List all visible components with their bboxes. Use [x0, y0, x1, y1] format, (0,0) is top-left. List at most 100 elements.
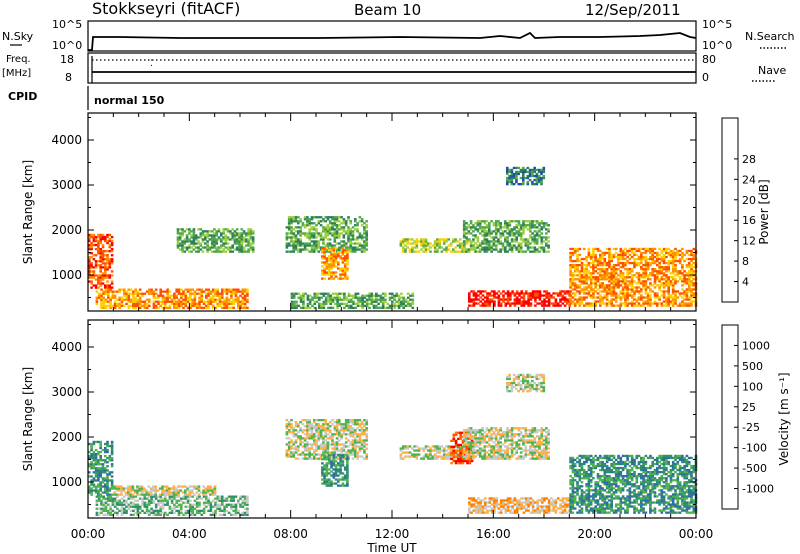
data-cell [97, 296, 101, 299]
data-cell [333, 425, 337, 428]
data-cell [90, 248, 93, 251]
data-cell [515, 240, 518, 243]
data-cell [540, 236, 544, 239]
data-cell [193, 304, 197, 307]
data-cell [601, 286, 604, 289]
data-cell [637, 249, 641, 253]
data-cell [472, 234, 475, 237]
data-cell [183, 230, 187, 233]
data-cell [315, 419, 318, 422]
data-cell [509, 302, 512, 305]
data-cell [313, 250, 316, 253]
data-cell [251, 242, 255, 245]
data-cell [109, 306, 112, 309]
data-cell [186, 290, 190, 293]
data-cell [195, 306, 199, 309]
data-cell [490, 220, 493, 223]
data-cell [660, 251, 664, 255]
data-cell [635, 282, 639, 285]
data-cell [99, 266, 102, 269]
data-cell [134, 298, 137, 301]
data-cell [504, 302, 508, 305]
data-cell [211, 304, 215, 307]
data-cell [241, 296, 245, 299]
data-cell [193, 513, 197, 516]
data-cell [690, 300, 693, 303]
data-cell [297, 250, 300, 253]
data-cell [542, 166, 546, 170]
data-cell [102, 505, 105, 508]
data-cell [94, 457, 98, 460]
data-cell [322, 218, 325, 221]
data-cell [239, 300, 242, 303]
data-cell [227, 495, 231, 498]
data-cell [339, 267, 342, 270]
data-cell [97, 473, 100, 476]
data-cell [249, 238, 253, 241]
data-cell [161, 300, 165, 303]
data-cell [404, 304, 408, 307]
data-cell [508, 180, 511, 184]
data-cell [406, 304, 410, 307]
data-cell [198, 304, 201, 307]
data-cell [320, 302, 323, 305]
data-cell [524, 224, 528, 227]
data-cell [368, 306, 371, 309]
data-cell [338, 423, 341, 426]
data-cell [573, 304, 577, 307]
data-cell [628, 280, 632, 283]
data-cell [578, 304, 582, 307]
data-cell [159, 511, 162, 514]
data-cell [614, 280, 618, 283]
data-cell [234, 495, 238, 498]
data-cell [315, 439, 318, 442]
data-cell [365, 236, 368, 239]
data-cell [494, 230, 498, 233]
data-cell [205, 288, 208, 291]
data-cell [327, 259, 331, 262]
data-cell [164, 503, 167, 506]
data-cell [358, 234, 362, 237]
data-cell [462, 220, 466, 223]
data-cell [365, 300, 369, 303]
data-cell [472, 230, 475, 233]
data-cell [344, 441, 348, 444]
data-cell [225, 296, 229, 299]
data-cell [538, 250, 541, 253]
data-cell [221, 495, 224, 498]
data-cell [614, 278, 618, 281]
data-cell [120, 288, 124, 291]
data-cell [197, 236, 200, 239]
data-cell [317, 222, 321, 225]
data-cell [547, 294, 551, 297]
data-cell [660, 304, 664, 307]
data-cell [101, 471, 105, 474]
data-cell [125, 511, 128, 514]
data-cell [230, 300, 233, 303]
data-cell [651, 261, 654, 265]
data-cell [608, 247, 611, 251]
data-cell [501, 230, 505, 233]
data-cell [184, 511, 188, 514]
data-cell [349, 250, 352, 253]
data-cell [230, 505, 233, 508]
data-cell [322, 238, 325, 241]
data-cell [626, 255, 629, 259]
data-cell [571, 284, 575, 287]
data-cell [360, 236, 364, 239]
data-cell [395, 292, 399, 295]
data-cell [292, 443, 295, 446]
data-cell [351, 230, 355, 233]
data-cell [303, 218, 307, 221]
data-cell [294, 451, 298, 454]
data-cell [339, 269, 342, 272]
data-cell [231, 234, 234, 237]
data-cell [97, 292, 101, 295]
data-cell [340, 292, 344, 295]
data-cell [106, 448, 109, 452]
data-cell [363, 248, 366, 251]
data-cell [246, 499, 249, 502]
data-cell [200, 296, 204, 299]
data-cell [323, 267, 326, 270]
data-cell [635, 253, 639, 257]
